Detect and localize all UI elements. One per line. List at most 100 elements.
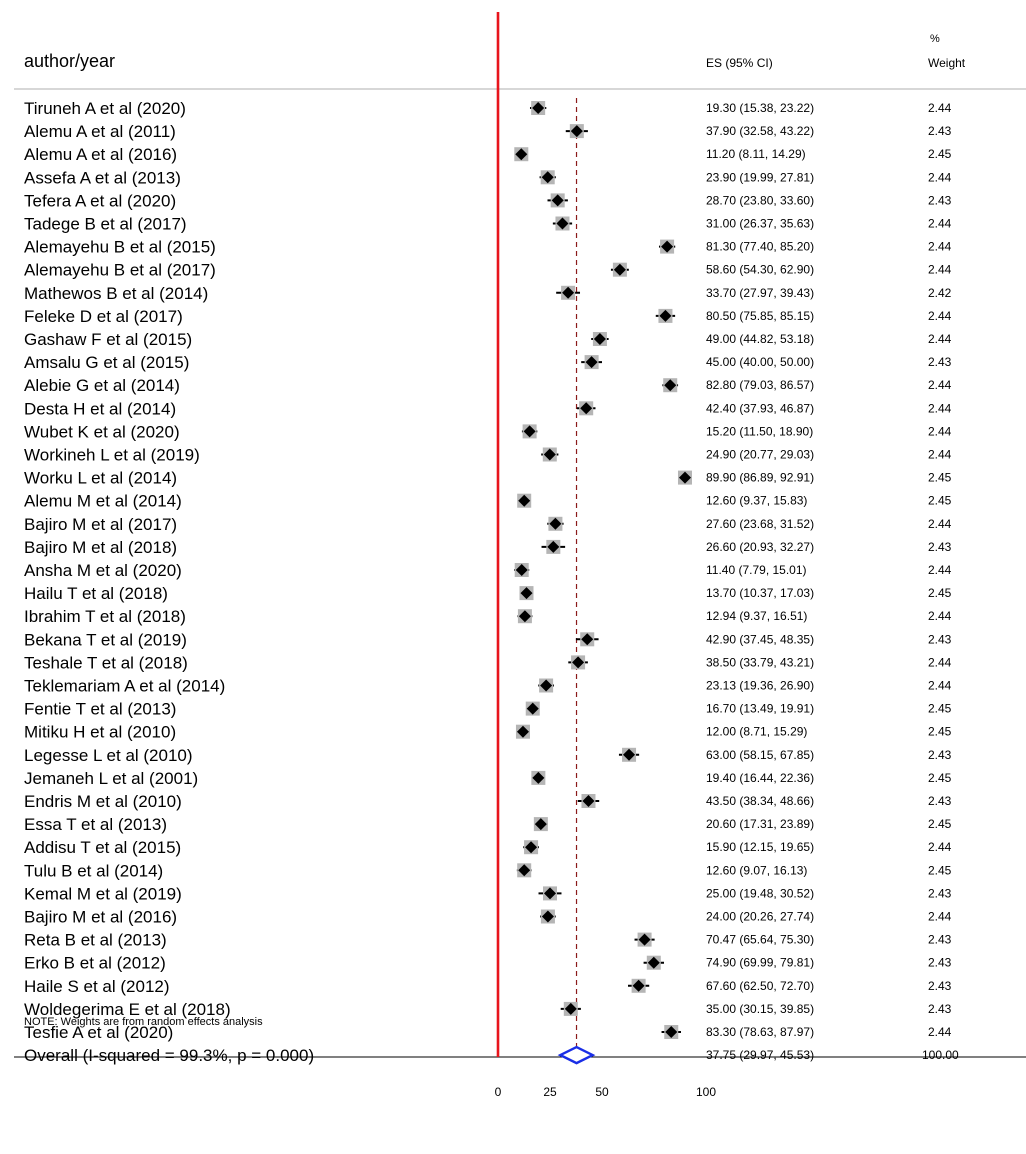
study-weight: 2.43 bbox=[928, 355, 952, 369]
study-weight: 2.45 bbox=[928, 471, 952, 485]
study-es-ci: 27.60 (23.68, 31.52) bbox=[706, 517, 814, 531]
x-tick-label: 100 bbox=[696, 1085, 716, 1099]
study-es-ci: 33.70 (27.97, 39.43) bbox=[706, 286, 814, 300]
study-weight: 2.44 bbox=[928, 240, 952, 254]
study-es-ci: 31.00 (26.37, 35.63) bbox=[706, 217, 814, 231]
study-weight: 2.43 bbox=[928, 1002, 952, 1016]
study-es-ci: 13.70 (10.37, 17.03) bbox=[706, 586, 814, 600]
study-point-marker bbox=[523, 425, 536, 438]
study-label: Alebie G et al (2014) bbox=[24, 376, 180, 395]
study-es-ci: 24.90 (20.77, 29.03) bbox=[706, 448, 814, 462]
study-label: Tesfie A et al (2020) bbox=[24, 1023, 173, 1042]
study-point-marker bbox=[665, 1026, 678, 1038]
study-row: Tefera A et al (2020) 28.70 (23.80, 33.60… bbox=[24, 191, 952, 210]
study-label: Alemu M et al (2014) bbox=[24, 492, 182, 511]
study-weight: 2.44 bbox=[928, 840, 952, 854]
x-tick-label: 50 bbox=[595, 1085, 609, 1099]
study-label: Workineh L et al (2019) bbox=[24, 446, 200, 465]
study-es-ci: 28.70 (23.80, 33.60) bbox=[706, 193, 814, 207]
study-es-ci: 35.00 (30.15, 39.85) bbox=[706, 1002, 814, 1016]
study-label: Alemu A et al (2016) bbox=[24, 145, 177, 164]
study-column-header: author/year bbox=[24, 51, 115, 71]
study-row: Teshale T et al (2018) 38.50 (33.79, 43.2… bbox=[24, 653, 952, 672]
study-point-marker bbox=[518, 610, 531, 623]
study-label: Fentie T et al (2013) bbox=[24, 700, 176, 719]
study-row: Woldegerima E et al (2018) 35.00 (30.15, … bbox=[24, 1000, 952, 1019]
study-point-marker bbox=[638, 933, 651, 946]
study-row: Kemal M et al (2019) 25.00 (19.48, 30.52)… bbox=[24, 884, 952, 903]
study-label: Bajiro M et al (2016) bbox=[24, 908, 177, 927]
study-point-marker bbox=[570, 125, 583, 138]
study-weight: 2.45 bbox=[928, 771, 952, 785]
study-label: Essa T et al (2013) bbox=[24, 815, 167, 834]
overall-diamond bbox=[557, 1045, 596, 1065]
study-point-marker bbox=[544, 887, 556, 900]
study-point-marker bbox=[551, 194, 564, 207]
study-row: Feleke D et al (2017) 80.50 (75.85, 85.15… bbox=[24, 307, 952, 326]
study-point-marker bbox=[534, 818, 547, 831]
study-row: Alemu M et al (2014) 12.60 (9.37, 15.83) 2… bbox=[24, 492, 952, 511]
study-weight: 2.44 bbox=[928, 609, 952, 623]
study-point-marker bbox=[562, 286, 575, 299]
study-row: Mitiku H et al (2010) 12.00 (8.71, 15.29)… bbox=[24, 723, 952, 742]
study-point-marker bbox=[549, 517, 562, 530]
study-weight: 2.43 bbox=[928, 979, 952, 993]
study-weight: 2.45 bbox=[928, 725, 952, 739]
note-text: NOTE: Weights are from random effects an… bbox=[24, 1016, 263, 1028]
study-label: Kemal M et al (2019) bbox=[24, 884, 182, 903]
study-row: Alemu A et al (2011) 37.90 (32.58, 43.22)… bbox=[24, 122, 952, 141]
study-label: Alemu A et al (2011) bbox=[24, 122, 176, 141]
study-point-marker bbox=[532, 771, 545, 784]
x-tick-label: 25 bbox=[543, 1085, 557, 1099]
study-row: Bajiro M et al (2018) 26.60 (20.93, 32.27… bbox=[24, 538, 952, 557]
study-weight: 2.44 bbox=[928, 170, 952, 184]
study-weight: 2.43 bbox=[928, 632, 952, 646]
study-weight: 2.44 bbox=[928, 401, 952, 415]
study-point-marker bbox=[581, 633, 594, 646]
study-label: Jemaneh L et al (2001) bbox=[24, 769, 198, 788]
study-point-marker bbox=[580, 402, 593, 415]
study-es-ci: 16.70 (13.49, 19.91) bbox=[706, 702, 814, 716]
study-weight: 2.43 bbox=[928, 956, 952, 970]
weight-column-header-line2: Weight bbox=[928, 56, 966, 70]
study-point-marker bbox=[518, 494, 531, 507]
study-label: Addisu T et al (2015) bbox=[24, 838, 181, 857]
study-label: Desta H et al (2014) bbox=[24, 399, 176, 418]
study-label: Hailu T et al (2018) bbox=[24, 584, 168, 603]
study-weight: 2.45 bbox=[928, 494, 952, 508]
study-weight: 2.44 bbox=[928, 309, 952, 323]
overall-es-ci: 37.75 (29.97, 45.53) bbox=[706, 1048, 814, 1062]
study-label: Assefa A et al (2013) bbox=[24, 168, 181, 187]
study-row: Mathewos B et al (2014) 33.70 (27.97, 39.… bbox=[24, 284, 952, 303]
study-weight: 2.45 bbox=[928, 147, 952, 161]
study-row: Fentie T et al (2013) 16.70 (13.49, 19.91… bbox=[24, 700, 952, 719]
study-point-marker bbox=[585, 356, 598, 369]
study-weight: 2.44 bbox=[928, 424, 952, 438]
study-label: Tefera A et al (2020) bbox=[24, 191, 176, 210]
study-point-marker bbox=[520, 587, 533, 600]
study-row: Tulu B et al (2014) 12.60 (9.07, 16.13) 2.… bbox=[24, 861, 952, 880]
study-point-marker bbox=[541, 171, 554, 184]
study-es-ci: 15.20 (11.50, 18.90) bbox=[706, 424, 813, 438]
study-point-marker bbox=[632, 979, 645, 992]
study-es-ci: 19.30 (15.38, 23.22) bbox=[706, 101, 814, 115]
study-row: Ansha M et al (2020) 11.40 (7.79, 15.01) 2… bbox=[24, 561, 952, 580]
study-es-ci: 49.00 (44.82, 53.18) bbox=[706, 332, 814, 346]
study-label: Gashaw F et al (2015) bbox=[24, 330, 192, 349]
study-point-marker bbox=[518, 864, 531, 877]
study-es-ci: 19.40 (16.44, 22.36) bbox=[706, 771, 814, 785]
study-weight: 2.43 bbox=[928, 794, 952, 808]
study-row: Alemayehu B et al (2015) 81.30 (77.40, 85… bbox=[24, 238, 952, 257]
study-weight: 2.44 bbox=[928, 448, 952, 462]
study-row: Jemaneh L et al (2001) 19.40 (16.44, 22.3… bbox=[24, 769, 952, 788]
study-es-ci: 58.60 (54.30, 62.90) bbox=[706, 263, 814, 277]
study-es-ci: 23.90 (19.99, 27.81) bbox=[706, 170, 814, 184]
study-point-marker bbox=[541, 910, 554, 923]
study-label: Mitiku H et al (2010) bbox=[24, 723, 176, 742]
study-weight: 2.44 bbox=[928, 332, 952, 346]
x-tick-label: 0 bbox=[495, 1085, 502, 1099]
study-weight: 2.44 bbox=[928, 910, 952, 924]
study-weight: 2.45 bbox=[928, 586, 952, 600]
study-row: Ibrahim T et al (2018) 12.94 (9.37, 16.51… bbox=[24, 607, 952, 626]
study-weight: 2.43 bbox=[928, 748, 952, 762]
